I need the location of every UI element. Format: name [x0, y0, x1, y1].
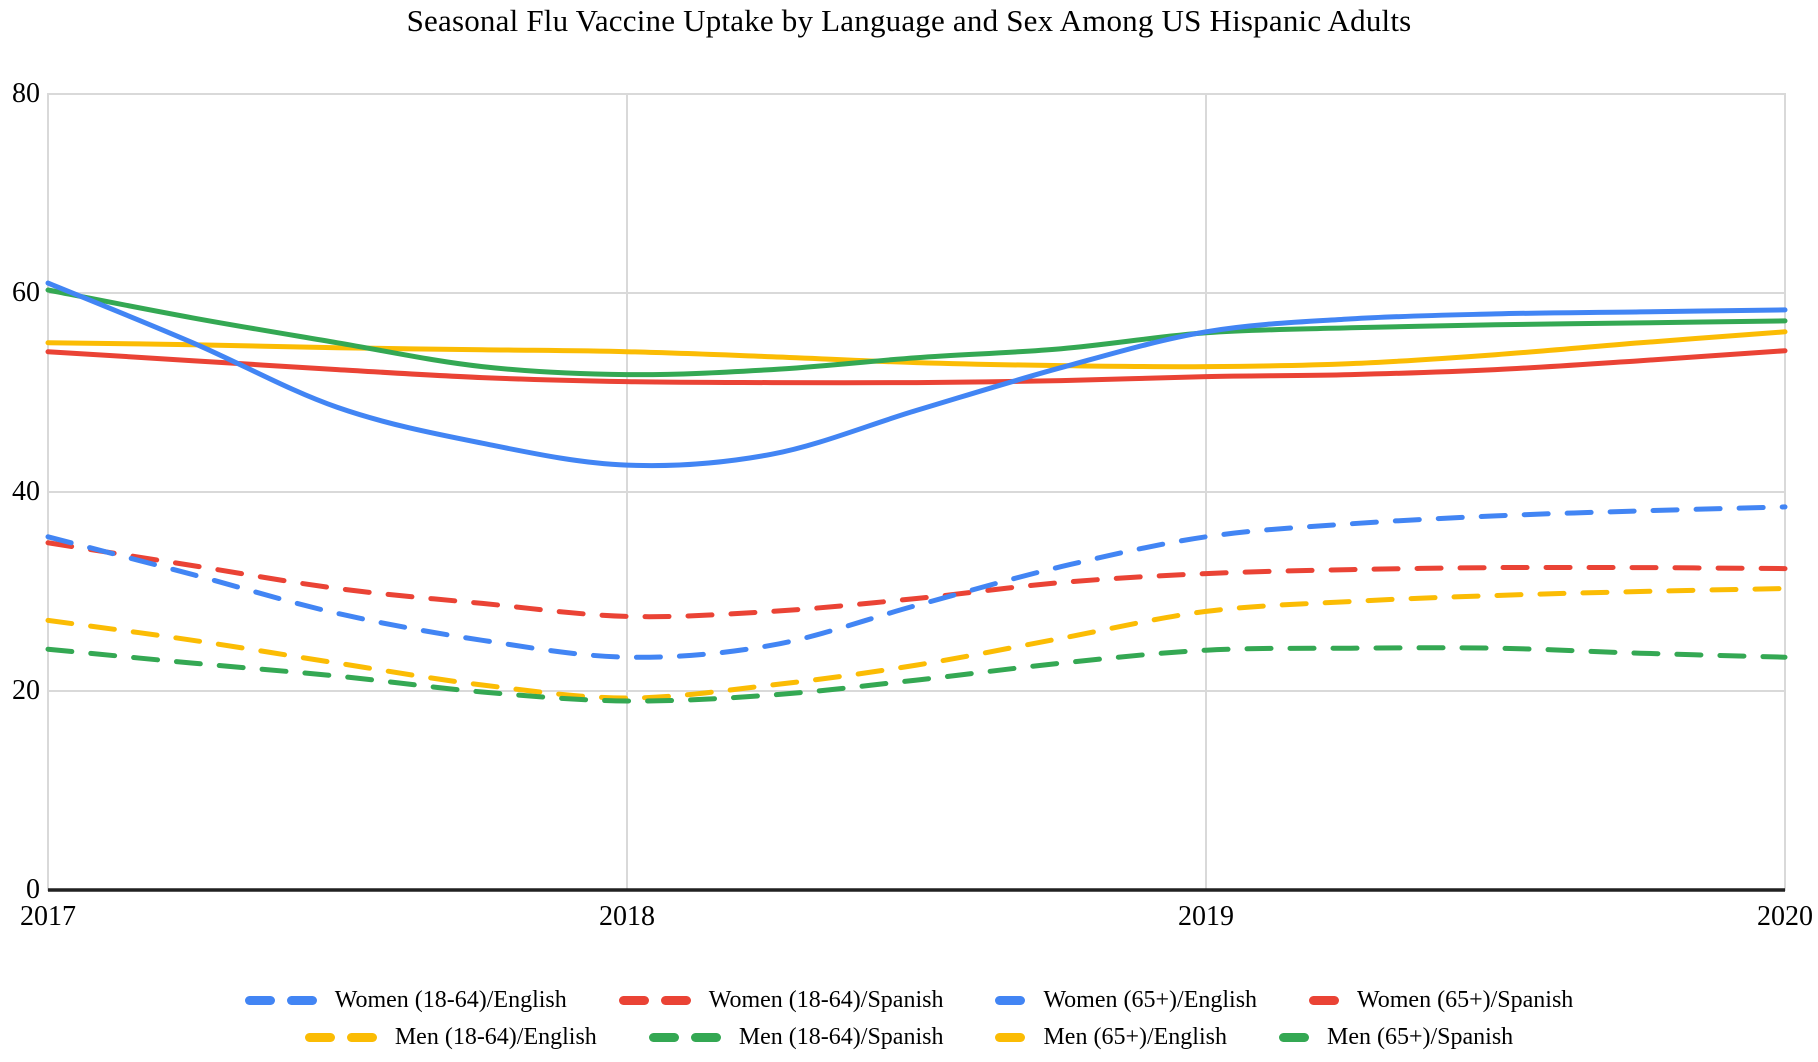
legend-label: Men (18-64)/English: [394, 1024, 597, 1050]
legend-swatch-dashed: [304, 1032, 377, 1042]
legend-swatch-solid: [995, 1032, 1026, 1042]
legend-label: Women (18-64)/English: [334, 987, 567, 1013]
series-line-men-18-64-english: [45, 586, 1788, 701]
legend-dash: [995, 1032, 1026, 1042]
legend-item-men-65-english[interactable]: Men (65+)/English: [995, 1022, 1227, 1052]
chart-title: Seasonal Flu Vaccine Uptake by Language …: [406, 3, 1412, 38]
y-tick-label: 60: [12, 277, 40, 308]
legend-item-women-18-64-spanish[interactable]: Women (18-64)/Spanish: [618, 985, 944, 1015]
legend-dash: [244, 995, 275, 1005]
legend: Women (18-64)/English Women (18-64)/Spani…: [0, 983, 1818, 1054]
y-tick-label: 20: [12, 675, 40, 706]
legend-label: Men (65+)/English: [1043, 1024, 1227, 1050]
legend-item-women-18-64-english[interactable]: Women (18-64)/English: [244, 985, 567, 1015]
y-tick-label: 0: [26, 874, 40, 905]
series-line-women-18-64-english: [45, 504, 1788, 660]
x-tick-label: 2020: [1757, 901, 1813, 932]
legend-row: Women (18-64)/English Women (18-64)/Spani…: [244, 983, 1573, 1017]
series-line-women-18-64-spanish: [45, 540, 1788, 620]
legend-label: Men (65+)/Spanish: [1326, 1024, 1514, 1050]
legend-swatch-solid: [995, 995, 1026, 1005]
legend-item-men-18-64-spanish[interactable]: Men (18-64)/Spanish: [648, 1022, 944, 1052]
legend-row: Men (18-64)/English Men (18-64)/Spanish Me…: [304, 1020, 1514, 1054]
x-tick-label: 2019: [1178, 901, 1234, 932]
legend-dash: [304, 1032, 335, 1042]
series-line-men-65-english: [45, 329, 1788, 370]
legend-label: Women (65+)/English: [1043, 987, 1258, 1013]
legend-item-women-65-english[interactable]: Women (65+)/English: [995, 985, 1257, 1015]
y-tick-label: 40: [12, 476, 40, 507]
x-tick-label: 2017: [20, 901, 76, 932]
legend-dash: [286, 995, 317, 1005]
series-line-men-18-64-spanish: [45, 645, 1788, 704]
legend-label: Women (18-64)/Spanish: [708, 987, 944, 1013]
legend-item-men-18-64-english[interactable]: Men (18-64)/English: [304, 1022, 597, 1052]
legend-dash: [648, 1032, 679, 1042]
legend-dash: [995, 995, 1026, 1005]
y-tick-label: 80: [12, 78, 40, 109]
series-line-women-65-english: [45, 280, 1788, 469]
x-tick-label: 2018: [599, 901, 655, 932]
legend-dash: [346, 1032, 377, 1042]
legend-dash: [690, 1032, 721, 1042]
legend-dash: [660, 995, 691, 1005]
legend-dash: [618, 995, 649, 1005]
legend-label: Women (65+)/Spanish: [1357, 987, 1574, 1013]
legend-swatch-solid: [1278, 1032, 1309, 1042]
legend-swatch-dashed: [618, 995, 691, 1005]
legend-item-women-65-spanish[interactable]: Women (65+)/Spanish: [1309, 985, 1573, 1015]
series-line-women-65-spanish: [45, 348, 1788, 386]
legend-dash: [1309, 995, 1340, 1005]
legend-dash: [1278, 1032, 1309, 1042]
series-line-men-65-spanish: [45, 287, 1788, 378]
legend-item-men-65-spanish[interactable]: Men (65+)/Spanish: [1278, 1022, 1514, 1052]
legend-swatch-dashed: [648, 1032, 721, 1042]
legend-swatch-solid: [1309, 995, 1340, 1005]
legend-swatch-dashed: [244, 995, 317, 1005]
legend-label: Men (18-64)/Spanish: [738, 1024, 944, 1050]
